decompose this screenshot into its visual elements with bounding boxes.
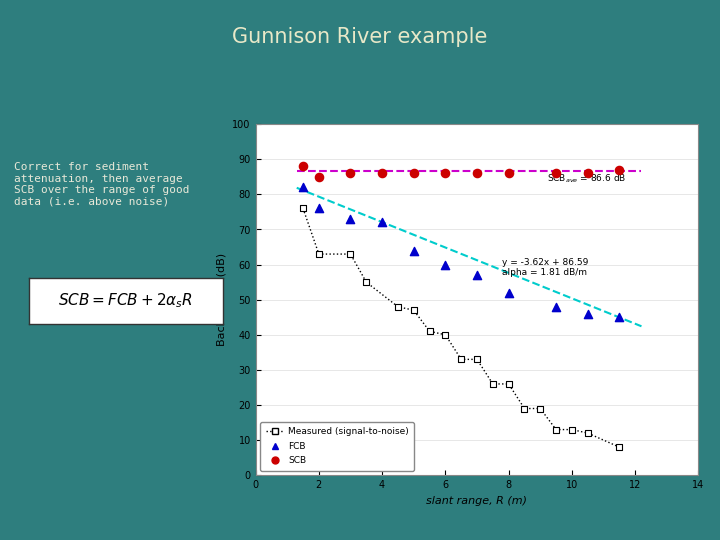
Point: [503, 380, 514, 388]
Legend: Measured (signal-to-noise), FCB, SCB: Measured (signal-to-noise), FCB, SCB: [260, 422, 414, 471]
Point: [487, 380, 498, 388]
Text: $SCB = FCB + 2\alpha_s R$: $SCB = FCB + 2\alpha_s R$: [58, 292, 194, 310]
Point: [613, 165, 625, 174]
Point: [345, 169, 356, 178]
Point: [550, 302, 562, 311]
Text: y = -3.62x + 86.59
alpha = 1.81 dB/m: y = -3.62x + 86.59 alpha = 1.81 dB/m: [503, 258, 589, 277]
Point: [361, 278, 372, 286]
Point: [313, 204, 325, 213]
Y-axis label: Backscatter (dB): Backscatter (dB): [217, 253, 227, 346]
X-axis label: slant range, R (m): slant range, R (m): [426, 496, 528, 505]
Point: [518, 404, 530, 413]
Point: [297, 204, 309, 213]
Text: SCB$_{ave}$ = 86.6 dB: SCB$_{ave}$ = 86.6 dB: [546, 172, 626, 185]
Point: [613, 443, 625, 451]
Point: [534, 404, 546, 413]
Point: [408, 306, 420, 314]
Point: [313, 249, 325, 258]
Point: [582, 169, 593, 178]
Point: [503, 169, 514, 178]
Text: Gunnison River example: Gunnison River example: [233, 27, 487, 47]
Point: [471, 169, 482, 178]
Point: [408, 169, 420, 178]
Point: [424, 327, 436, 336]
Point: [440, 260, 451, 269]
Point: [471, 271, 482, 280]
Point: [297, 183, 309, 192]
Point: [550, 426, 562, 434]
Point: [440, 330, 451, 339]
Point: [613, 313, 625, 321]
Text: Correct for sediment
attenuation, then average
SCB over the range of good
data (: Correct for sediment attenuation, then a…: [14, 162, 190, 207]
Point: [456, 355, 467, 364]
Point: [297, 162, 309, 171]
Point: [392, 302, 404, 311]
Point: [503, 288, 514, 297]
Point: [440, 169, 451, 178]
Point: [345, 214, 356, 224]
Point: [377, 218, 388, 227]
Point: [471, 355, 482, 364]
Point: [582, 429, 593, 437]
Point: [566, 426, 577, 434]
Point: [313, 172, 325, 181]
Point: [550, 169, 562, 178]
Point: [377, 169, 388, 178]
Point: [582, 309, 593, 318]
Point: [345, 249, 356, 258]
Point: [408, 246, 420, 255]
